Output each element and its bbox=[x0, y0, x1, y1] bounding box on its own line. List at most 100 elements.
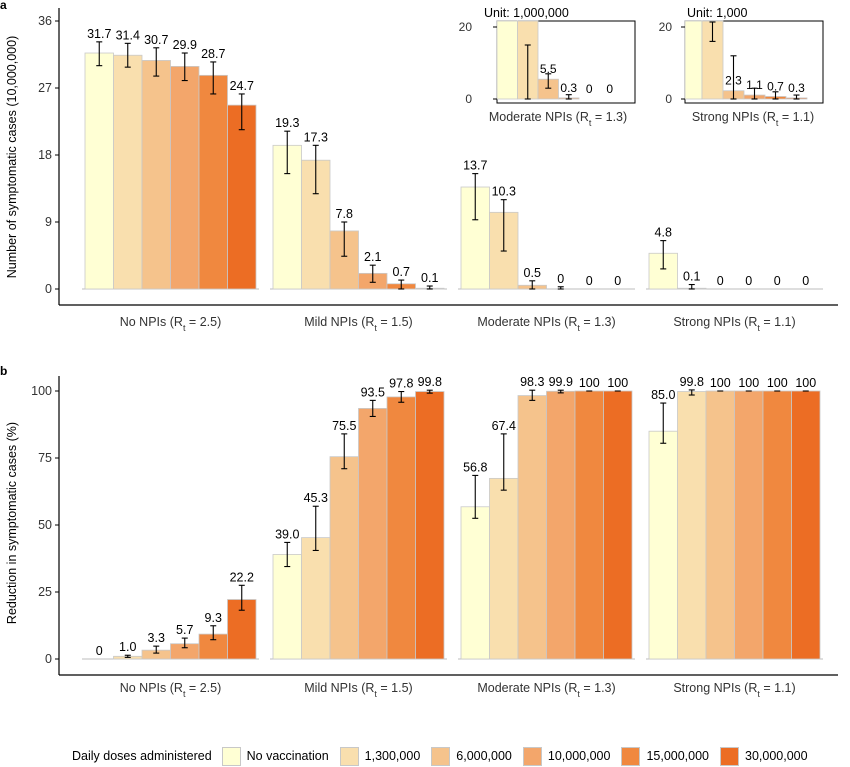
panel-b-data-label: 1.0 bbox=[119, 640, 136, 654]
panel-a-data-label: 4.8 bbox=[655, 226, 672, 240]
inset-data-label: 0 bbox=[606, 82, 613, 96]
panel-b-data-label: 45.3 bbox=[304, 491, 328, 505]
panel-b-data-label: 99.8 bbox=[680, 375, 704, 389]
legend-item-10000000: 10,000,000 bbox=[522, 746, 611, 766]
panel-a-data-label: 2.1 bbox=[364, 250, 381, 264]
panel-b-bar bbox=[517, 395, 547, 660]
panel-a-data-label: 0 bbox=[614, 274, 621, 288]
panel-a-group-label: Strong NPIs (Rt = 1.1) bbox=[673, 315, 795, 333]
inset-group-label: Strong NPIs (Rt = 1.1) bbox=[692, 110, 814, 128]
panel-a-bar bbox=[113, 54, 143, 290]
panel-a-bar bbox=[141, 60, 171, 290]
panel-a-label: a bbox=[0, 0, 7, 12]
inset-bar bbox=[701, 20, 724, 100]
panel-a-data-label: 7.8 bbox=[336, 207, 353, 221]
panel-b-y-axis-label: Reduction in symptomatic cases (%) bbox=[5, 422, 19, 624]
panel-a-bar bbox=[170, 66, 200, 290]
panel-a-y-tick-label: 27 bbox=[38, 81, 52, 95]
legend-item-no-vaccination: No vaccination bbox=[221, 746, 329, 766]
panel-a-data-label: 29.9 bbox=[173, 38, 197, 52]
panel-b-data-label: 100 bbox=[738, 376, 759, 390]
legend-swatch bbox=[621, 746, 641, 766]
legend-label: 6,000,000 bbox=[456, 749, 512, 763]
inset-data-label: 0.7 bbox=[767, 79, 784, 93]
legend-swatch bbox=[221, 746, 241, 766]
panel-a-y-tick-label: 18 bbox=[38, 148, 52, 162]
inset-group-label: Moderate NPIs (Rt = 1.3) bbox=[489, 110, 627, 128]
legend-label: 10,000,000 bbox=[547, 749, 611, 763]
panel-b-bar bbox=[272, 554, 302, 660]
panel-b-group-label: Strong NPIs (Rt = 1.1) bbox=[673, 681, 795, 699]
panel-b-data-label: 100 bbox=[607, 376, 628, 390]
panel-a-data-label: 0 bbox=[745, 274, 752, 288]
inset-y-tick-label: 20 bbox=[659, 20, 673, 34]
panel-a-bar bbox=[227, 104, 257, 290]
legend-item-6000000: 6,000,000 bbox=[431, 746, 512, 766]
panel-b-data-label: 98.3 bbox=[520, 375, 544, 389]
panel-a-data-label: 0.1 bbox=[683, 270, 700, 284]
panel-a-y-tick-label: 0 bbox=[45, 282, 52, 296]
panel-b-y-tick-label: 75 bbox=[38, 451, 52, 465]
inset-data-label: 5.5 bbox=[540, 62, 557, 76]
panel-b-bar bbox=[677, 391, 707, 660]
inset-data-label: 0 bbox=[586, 82, 593, 96]
panel-b-bar bbox=[791, 390, 821, 660]
panel-b-bar bbox=[329, 456, 359, 660]
panel-a-data-label: 0 bbox=[717, 274, 724, 288]
legend-swatch bbox=[522, 746, 542, 766]
panel-b-data-label: 56.8 bbox=[463, 460, 487, 474]
panel-a-y-tick-label: 36 bbox=[38, 14, 52, 28]
inset-bar bbox=[496, 20, 518, 100]
inset-bar bbox=[684, 20, 703, 100]
panel-b-bar bbox=[358, 408, 388, 660]
panel-b-data-label: 39.0 bbox=[275, 527, 299, 541]
panel-a-data-label: 0 bbox=[557, 272, 564, 286]
panel-b-data-label: 5.7 bbox=[176, 623, 193, 637]
panel-b-y-tick-label: 100 bbox=[31, 384, 52, 398]
panel-b-bar bbox=[734, 390, 764, 660]
inset-data-label: 2.3 bbox=[725, 74, 742, 88]
panel-b-bar bbox=[489, 477, 519, 660]
legend-label: 15,000,000 bbox=[646, 749, 709, 763]
inset-unit-label: Unit: 1,000 bbox=[687, 6, 748, 20]
panel-a-data-label: 0.7 bbox=[393, 265, 410, 279]
panel-b-data-label: 3.3 bbox=[148, 631, 165, 645]
panel-b-bar bbox=[574, 390, 604, 660]
panel-a-data-label: 0.1 bbox=[421, 271, 438, 285]
panel-a-group-label: Mild NPIs (Rt = 1.5) bbox=[304, 315, 412, 333]
panel-b-bar bbox=[705, 390, 735, 660]
panel-b-bar bbox=[762, 390, 792, 660]
panel-a-group-label: No NPIs (Rt = 2.5) bbox=[120, 315, 222, 333]
panel-a-data-label: 31.7 bbox=[87, 27, 111, 41]
legend-item-1300000: 1,300,000 bbox=[339, 746, 420, 766]
panel-b-bar bbox=[648, 430, 678, 660]
panel-b-bar bbox=[386, 396, 416, 660]
panel-b-data-label: 9.3 bbox=[205, 611, 222, 625]
panel-b-data-label: 22.2 bbox=[230, 570, 254, 584]
panel-b-data-label: 85.0 bbox=[651, 388, 675, 402]
panel-a-data-label: 0 bbox=[802, 274, 809, 288]
inset-unit-label: Unit: 1,000,000 bbox=[484, 6, 569, 20]
panel-b-y-tick-label: 50 bbox=[38, 518, 52, 532]
panel-b-group-label: No NPIs (Rt = 2.5) bbox=[120, 681, 222, 699]
inset-y-tick-label: 0 bbox=[465, 92, 472, 106]
legend-item-15000000: 15,000,000 bbox=[621, 746, 709, 766]
panel-a-data-label: 10.3 bbox=[492, 185, 516, 199]
legend: Daily doses administered No vaccination … bbox=[72, 745, 819, 767]
panel-b-data-label: 100 bbox=[579, 376, 600, 390]
panel-b-data-label: 0 bbox=[96, 644, 103, 658]
inset-data-label: 0.3 bbox=[788, 81, 805, 95]
panel-b-y-tick-label: 0 bbox=[45, 652, 52, 666]
panel-a-bar bbox=[84, 52, 114, 290]
panel-a-data-label: 24.7 bbox=[230, 79, 254, 93]
panel-b-data-label: 97.8 bbox=[389, 377, 413, 391]
panel-b-data-label: 100 bbox=[710, 376, 731, 390]
legend-label: No vaccination bbox=[246, 749, 329, 763]
panel-b-data-label: 75.5 bbox=[332, 419, 356, 433]
panel-b-y-tick-label: 25 bbox=[38, 585, 52, 599]
panel-b-bar bbox=[415, 391, 445, 660]
panel-a-group-label: Moderate NPIs (Rt = 1.3) bbox=[477, 315, 615, 333]
inset-data-label: 0.3 bbox=[560, 81, 577, 95]
legend-item-30000000: 30,000,000 bbox=[720, 746, 808, 766]
